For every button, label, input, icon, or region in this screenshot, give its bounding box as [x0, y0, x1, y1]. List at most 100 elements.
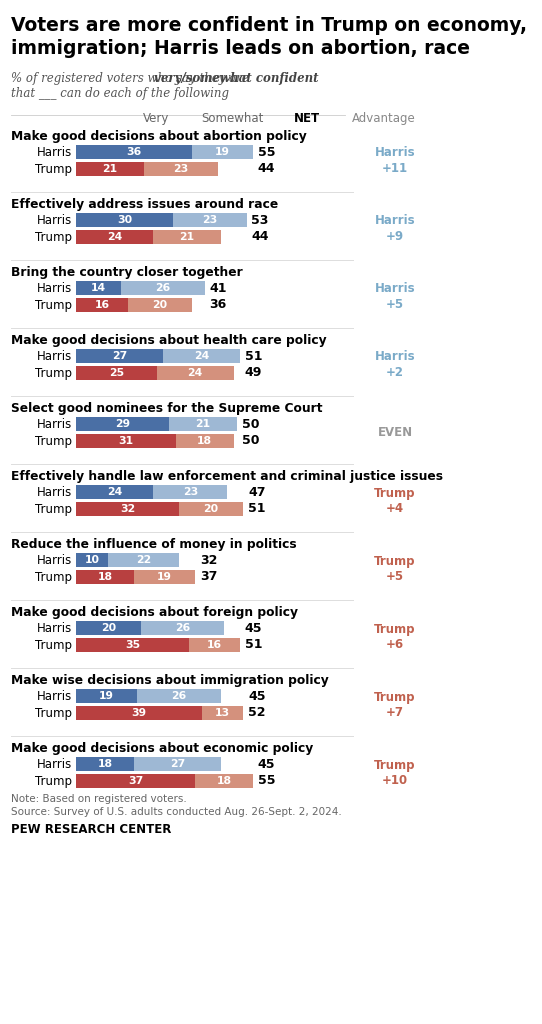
Text: 44: 44	[258, 163, 275, 175]
Text: Reduce the influence of money in politics: Reduce the influence of money in politic…	[11, 538, 297, 551]
Bar	[128, 298, 192, 312]
Text: Trump: Trump	[35, 503, 72, 515]
Text: 45: 45	[248, 689, 266, 702]
Bar	[76, 349, 163, 362]
Text: that ___ can do each of the following: that ___ can do each of the following	[11, 87, 229, 100]
Bar	[176, 434, 234, 449]
Text: 55: 55	[258, 774, 275, 787]
Text: 39: 39	[131, 708, 146, 718]
Text: 36: 36	[210, 299, 227, 311]
Bar	[173, 213, 247, 227]
Bar	[157, 366, 234, 380]
Text: 10: 10	[85, 555, 100, 565]
Text: Harris: Harris	[37, 418, 72, 430]
Text: Harris: Harris	[37, 145, 72, 159]
Text: Harris
+5: Harris +5	[375, 283, 415, 310]
Text: Trump: Trump	[35, 163, 72, 175]
Text: Select good nominees for the Supreme Court: Select good nominees for the Supreme Cou…	[11, 402, 322, 415]
Text: Note: Based on registered voters.: Note: Based on registered voters.	[11, 794, 187, 804]
Bar	[76, 689, 137, 703]
Bar	[144, 162, 217, 176]
Bar	[179, 502, 243, 516]
Text: Trump: Trump	[35, 230, 72, 244]
Text: 16: 16	[94, 300, 109, 310]
Text: 49: 49	[245, 367, 262, 380]
Bar	[76, 638, 189, 652]
Text: Trump: Trump	[35, 570, 72, 584]
Text: 47: 47	[248, 485, 266, 499]
Text: 24: 24	[107, 487, 122, 497]
Bar	[163, 349, 240, 362]
Text: 29: 29	[115, 419, 131, 429]
Text: Harris: Harris	[37, 758, 72, 770]
Text: Trump
+6: Trump +6	[375, 623, 416, 650]
Text: 31: 31	[119, 436, 134, 446]
Text: 55: 55	[258, 145, 275, 159]
Bar	[76, 502, 179, 516]
Text: NET: NET	[294, 112, 320, 125]
Text: 53: 53	[251, 213, 269, 226]
Text: 21: 21	[102, 164, 118, 174]
Text: Harris: Harris	[37, 349, 72, 362]
Text: 24: 24	[194, 351, 209, 361]
Text: 16: 16	[207, 640, 222, 650]
Bar	[134, 570, 195, 584]
Bar	[76, 145, 192, 159]
Bar	[76, 417, 170, 431]
Text: 19: 19	[99, 691, 114, 701]
Text: 23: 23	[202, 215, 217, 225]
Text: 32: 32	[120, 504, 136, 514]
Text: 14: 14	[91, 283, 106, 293]
Text: Trump: Trump	[35, 639, 72, 651]
Text: 51: 51	[245, 639, 262, 651]
Text: 18: 18	[216, 776, 231, 786]
Bar	[195, 774, 253, 788]
Bar	[121, 281, 205, 295]
Text: 23: 23	[173, 164, 188, 174]
Text: 30: 30	[117, 215, 132, 225]
Bar	[153, 485, 227, 499]
Text: 51: 51	[248, 503, 266, 515]
Text: 52: 52	[248, 707, 266, 720]
Text: 18: 18	[98, 759, 113, 769]
Text: 20: 20	[101, 623, 116, 633]
Text: Harris
+2: Harris +2	[375, 350, 415, 379]
Text: 27: 27	[170, 759, 185, 769]
Text: Harris: Harris	[37, 689, 72, 702]
Text: Voters are more confident in Trump on economy,
immigration; Harris leads on abor: Voters are more confident in Trump on ec…	[11, 16, 527, 57]
Text: Make good decisions about foreign policy: Make good decisions about foreign policy	[11, 606, 298, 618]
Bar	[202, 706, 243, 720]
Text: 24: 24	[107, 232, 122, 242]
Text: 27: 27	[112, 351, 127, 361]
Text: 51: 51	[245, 349, 262, 362]
Bar	[170, 417, 237, 431]
Bar	[76, 298, 128, 312]
Bar	[140, 621, 224, 635]
Text: 26: 26	[175, 623, 190, 633]
Text: Harris: Harris	[37, 282, 72, 295]
Text: 35: 35	[125, 640, 140, 650]
Text: EVEN: EVEN	[377, 426, 412, 439]
Text: Make good decisions about health care policy: Make good decisions about health care po…	[11, 334, 327, 347]
Text: Harris: Harris	[37, 622, 72, 635]
Bar	[76, 213, 173, 227]
Text: 37: 37	[128, 776, 143, 786]
Text: 19: 19	[215, 147, 230, 157]
Text: Harris: Harris	[37, 213, 72, 226]
Text: 26: 26	[171, 691, 186, 701]
Text: Harris: Harris	[37, 554, 72, 566]
Text: 50: 50	[242, 418, 259, 430]
Text: Effectively handle law enforcement and criminal justice issues: Effectively handle law enforcement and c…	[11, 470, 443, 483]
Bar	[134, 757, 221, 771]
Bar	[76, 230, 153, 244]
Bar	[76, 757, 134, 771]
Bar	[76, 570, 134, 584]
Text: Very: Very	[144, 112, 170, 125]
Bar	[76, 434, 176, 449]
Text: 24: 24	[188, 368, 203, 378]
Bar	[76, 162, 144, 176]
Text: 13: 13	[215, 708, 230, 718]
Text: 36: 36	[126, 147, 141, 157]
Bar	[153, 230, 221, 244]
Text: 25: 25	[109, 368, 124, 378]
